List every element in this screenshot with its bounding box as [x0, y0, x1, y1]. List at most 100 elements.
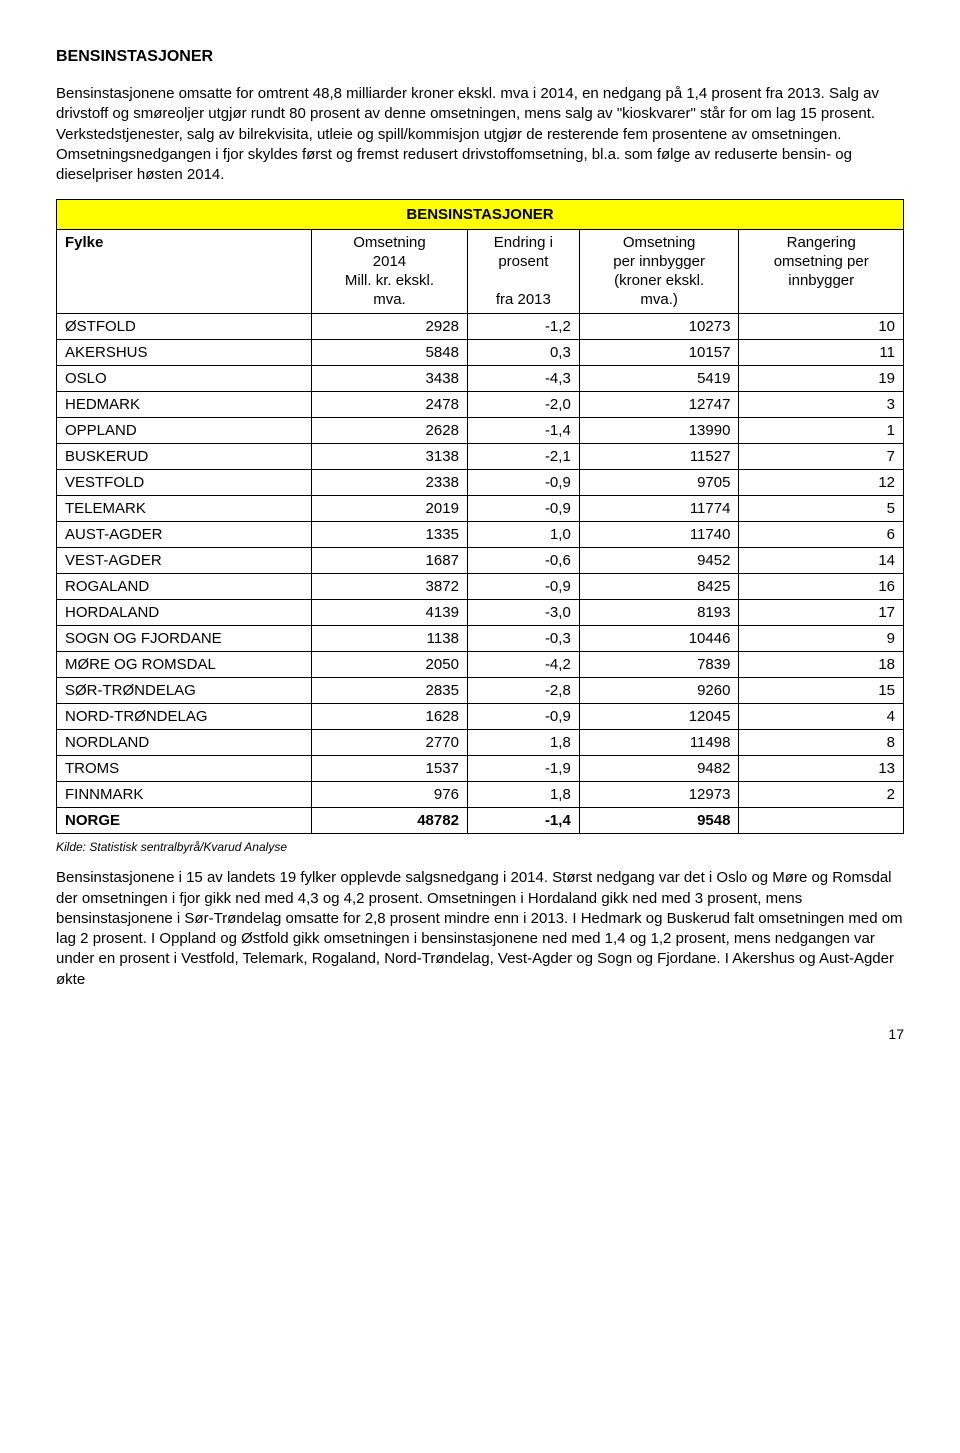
- table-row: NORDLAND27701,8114988: [57, 730, 904, 756]
- cell: 3138: [312, 444, 468, 470]
- cell: -4,2: [467, 652, 579, 678]
- cell: 10446: [579, 626, 739, 652]
- cell: 976: [312, 782, 468, 808]
- cell: -2,1: [467, 444, 579, 470]
- cell: -1,4: [467, 808, 579, 834]
- table-row: HORDALAND4139-3,0819317: [57, 600, 904, 626]
- cell: FINNMARK: [57, 782, 312, 808]
- cell: -1,2: [467, 314, 579, 340]
- cell: TELEMARK: [57, 496, 312, 522]
- cell: 9548: [579, 808, 739, 834]
- total-row: NORGE48782-1,49548: [57, 808, 904, 834]
- cell: -0,3: [467, 626, 579, 652]
- cell: 2478: [312, 392, 468, 418]
- cell: 6: [739, 522, 904, 548]
- outro-paragraph: Bensinstasjonene i 15 av landets 19 fylk…: [56, 868, 904, 990]
- cell: [739, 808, 904, 834]
- cell: 19: [739, 366, 904, 392]
- cell: MØRE OG ROMSDAL: [57, 652, 312, 678]
- section-heading: BENSINSTASJONER: [56, 48, 904, 66]
- table-row: NORD-TRØNDELAG1628-0,9120454: [57, 704, 904, 730]
- cell: 3438: [312, 366, 468, 392]
- cell: 16: [739, 574, 904, 600]
- table-row: VESTFOLD2338-0,9970512: [57, 470, 904, 496]
- cell: 2770: [312, 730, 468, 756]
- cell: 11774: [579, 496, 739, 522]
- cell: -1,9: [467, 756, 579, 782]
- cell: 4: [739, 704, 904, 730]
- cell: NORDLAND: [57, 730, 312, 756]
- cell: 11498: [579, 730, 739, 756]
- cell: NORGE: [57, 808, 312, 834]
- cell: 9260: [579, 678, 739, 704]
- table-row: FINNMARK9761,8129732: [57, 782, 904, 808]
- cell: -1,4: [467, 418, 579, 444]
- table-row: SOGN OG FJORDANE1138-0,3104469: [57, 626, 904, 652]
- cell: 5848: [312, 340, 468, 366]
- cell: 11: [739, 340, 904, 366]
- table-row: OSLO3438-4,3541919: [57, 366, 904, 392]
- cell: -0,6: [467, 548, 579, 574]
- cell: -0,9: [467, 574, 579, 600]
- cell: 1687: [312, 548, 468, 574]
- cell: 1: [739, 418, 904, 444]
- table-row: ROGALAND3872-0,9842516: [57, 574, 904, 600]
- cell: 3872: [312, 574, 468, 600]
- table-body: ØSTFOLD2928-1,21027310AKERSHUS58480,3101…: [57, 314, 904, 834]
- column-header: Endring iprosentfra 2013: [467, 230, 579, 314]
- cell: VEST-AGDER: [57, 548, 312, 574]
- table-row: AUST-AGDER13351,0117406: [57, 522, 904, 548]
- table-row: VEST-AGDER1687-0,6945214: [57, 548, 904, 574]
- cell: VESTFOLD: [57, 470, 312, 496]
- cell: 12045: [579, 704, 739, 730]
- column-header: Fylke: [57, 230, 312, 314]
- table-row: SØR-TRØNDELAG2835-2,8926015: [57, 678, 904, 704]
- cell: 8193: [579, 600, 739, 626]
- cell: -2,8: [467, 678, 579, 704]
- cell: 7839: [579, 652, 739, 678]
- cell: 2835: [312, 678, 468, 704]
- cell: 14: [739, 548, 904, 574]
- table-row: TELEMARK2019-0,9117745: [57, 496, 904, 522]
- table-row: HEDMARK2478-2,0127473: [57, 392, 904, 418]
- cell: -2,0: [467, 392, 579, 418]
- cell: 1,0: [467, 522, 579, 548]
- cell: 1138: [312, 626, 468, 652]
- cell: -0,9: [467, 470, 579, 496]
- intro-paragraph: Bensinstasjonene omsatte for omtrent 48,…: [56, 84, 904, 185]
- table-row: OPPLAND2628-1,4139901: [57, 418, 904, 444]
- cell: 18: [739, 652, 904, 678]
- cell: 15: [739, 678, 904, 704]
- cell: HORDALAND: [57, 600, 312, 626]
- cell: 1,8: [467, 730, 579, 756]
- cell: 1628: [312, 704, 468, 730]
- cell: 12973: [579, 782, 739, 808]
- cell: OPPLAND: [57, 418, 312, 444]
- cell: TROMS: [57, 756, 312, 782]
- cell: 2628: [312, 418, 468, 444]
- cell: 17: [739, 600, 904, 626]
- cell: SØR-TRØNDELAG: [57, 678, 312, 704]
- table-title: BENSINSTASJONER: [57, 200, 904, 230]
- cell: ØSTFOLD: [57, 314, 312, 340]
- cell: 7: [739, 444, 904, 470]
- cell: 10157: [579, 340, 739, 366]
- cell: ROGALAND: [57, 574, 312, 600]
- data-table: BENSINSTASJONER FylkeOmsetning2014Mill. …: [56, 199, 904, 834]
- page-number: 17: [56, 1026, 904, 1042]
- cell: 9705: [579, 470, 739, 496]
- table-row: BUSKERUD3138-2,1115277: [57, 444, 904, 470]
- cell: 13: [739, 756, 904, 782]
- cell: 13990: [579, 418, 739, 444]
- cell: 1,8: [467, 782, 579, 808]
- cell: 1537: [312, 756, 468, 782]
- cell: 5: [739, 496, 904, 522]
- cell: HEDMARK: [57, 392, 312, 418]
- cell: 2019: [312, 496, 468, 522]
- cell: NORD-TRØNDELAG: [57, 704, 312, 730]
- cell: 10273: [579, 314, 739, 340]
- column-header: Omsetning2014Mill. kr. ekskl.mva.: [312, 230, 468, 314]
- cell: 3: [739, 392, 904, 418]
- cell: 10: [739, 314, 904, 340]
- cell: AKERSHUS: [57, 340, 312, 366]
